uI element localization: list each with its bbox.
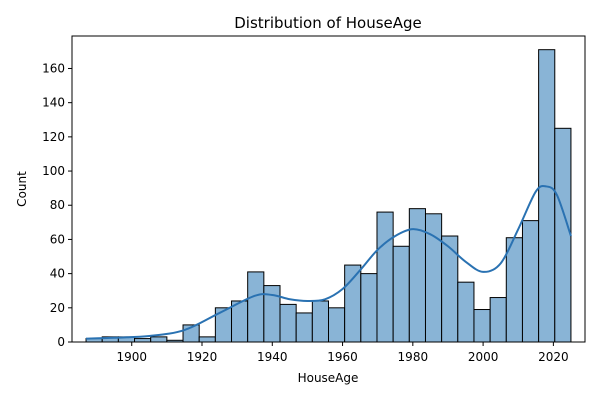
- y-tick-label: 40: [50, 267, 65, 281]
- histogram-bar: [247, 271, 265, 343]
- histogram-bar: [392, 245, 410, 343]
- y-tick-label: 140: [42, 96, 65, 110]
- histogram-bar: [360, 273, 378, 343]
- y-tick-label: 20: [50, 301, 65, 315]
- x-tick-label: 2000: [468, 350, 499, 364]
- histogram-bar: [376, 211, 394, 343]
- histogram-bar: [344, 264, 362, 343]
- histogram-bar: [457, 281, 475, 343]
- histogram-bar: [198, 336, 216, 343]
- chart-title: Distribution of HouseAge: [234, 14, 422, 32]
- histogram-bar: [328, 307, 346, 343]
- x-tick-label: 1980: [398, 350, 429, 364]
- histogram-bar: [150, 336, 168, 343]
- x-tick-label: 1900: [116, 350, 147, 364]
- histogram-bar: [311, 300, 329, 343]
- x-tick-label: 2020: [538, 350, 569, 364]
- y-tick-label: 80: [50, 198, 65, 212]
- x-axis-label: HouseAge: [298, 371, 359, 385]
- kde-line: [86, 184, 572, 340]
- x-tick-label: 1920: [187, 350, 218, 364]
- y-tick-label: 60: [50, 232, 65, 246]
- histogram-bar: [134, 338, 152, 343]
- histogram-bar: [231, 300, 249, 343]
- y-tick-label: 160: [42, 61, 65, 75]
- histogram-bar: [521, 220, 540, 343]
- histogram-bar: [473, 309, 491, 343]
- y-tick-label: 0: [57, 335, 65, 349]
- histogram-bar: [295, 312, 313, 343]
- histogram-bar: [554, 127, 572, 343]
- x-axis-ticks: 1900 1920 1940 1960 1980 2000 2020: [116, 342, 569, 364]
- histogram-bar: [505, 237, 523, 343]
- y-tick-label: 100: [42, 164, 65, 178]
- histogram-bar: [489, 297, 507, 343]
- y-tick-label: 120: [42, 130, 65, 144]
- y-axis-ticks: 0 20 40 60 80 100 120 140 160: [42, 61, 72, 349]
- x-tick-label: 1960: [327, 350, 358, 364]
- y-axis-label: Count: [15, 171, 29, 207]
- histogram-bar: [538, 49, 556, 343]
- x-tick-label: 1940: [257, 350, 288, 364]
- plot-frame: [71, 35, 586, 343]
- histogram-bar: [279, 303, 297, 343]
